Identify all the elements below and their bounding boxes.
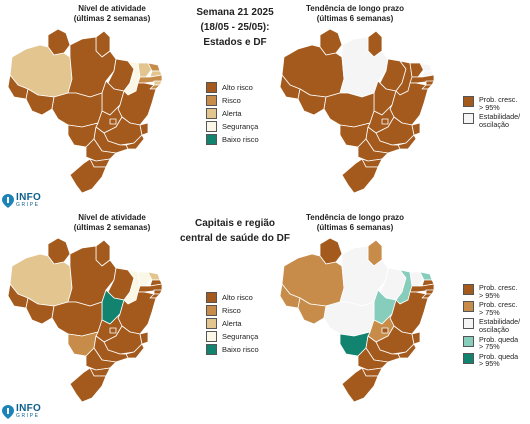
state-df xyxy=(381,327,389,334)
bottom-trend-map xyxy=(279,237,435,403)
state-pa xyxy=(339,36,389,98)
legend-item: Risco xyxy=(206,304,259,317)
state-al xyxy=(425,80,435,86)
state-es xyxy=(411,122,421,136)
state-pa xyxy=(67,36,117,98)
state-al xyxy=(153,80,163,86)
state-ro xyxy=(297,88,327,116)
state-df xyxy=(109,118,117,125)
state-mt xyxy=(51,92,103,128)
state-mt xyxy=(323,301,375,337)
legend-swatch xyxy=(206,331,217,342)
bottom-activity-map xyxy=(7,237,163,403)
top-trend-legend: Prob. cresc. > 95% Estabilidade/oscilação xyxy=(463,96,520,130)
state-ce xyxy=(409,62,425,78)
legend-swatch xyxy=(463,352,474,364)
legend-item: Prob. cresc. > 95% xyxy=(463,96,520,111)
legend-swatch xyxy=(463,301,474,313)
state-es xyxy=(411,331,421,345)
state-ce xyxy=(409,271,425,287)
legend-item: Alto risco xyxy=(206,291,259,304)
legend-swatch xyxy=(206,134,217,145)
state-mt xyxy=(323,92,375,128)
state-es xyxy=(139,331,149,345)
legend-item: Baixo risco xyxy=(206,343,259,356)
state-al xyxy=(425,289,435,295)
legend-item: Prob. queda > 95% xyxy=(463,353,520,368)
legend-item: Risco xyxy=(206,94,259,107)
location-pin-icon xyxy=(2,404,14,419)
legend-item: Alerta xyxy=(206,107,259,120)
legend-swatch xyxy=(463,284,474,295)
state-mt xyxy=(51,301,103,337)
legend-item: Prob. cresc. > 75% xyxy=(463,301,520,316)
legend-item: Segurança xyxy=(206,330,259,343)
legend-swatch xyxy=(206,121,217,132)
legend-swatch xyxy=(463,113,474,125)
state-rs xyxy=(341,158,379,194)
state-ro xyxy=(297,297,327,325)
legend-swatch xyxy=(206,305,217,316)
state-df xyxy=(381,118,389,125)
state-al xyxy=(153,289,163,295)
legend-swatch xyxy=(463,96,474,107)
state-rs xyxy=(341,367,379,403)
legend-swatch xyxy=(463,335,474,347)
state-ro xyxy=(25,88,55,116)
legend-item: Baixo risco xyxy=(206,133,259,146)
top-section-title: Semana 21 2025 (18/05 - 25/05): Estados … xyxy=(196,7,274,48)
state-df xyxy=(109,327,117,334)
infogripe-logo: INFO GRIPE xyxy=(2,193,41,208)
legend-item: Alto risco xyxy=(206,81,259,94)
bottom-trend-map-title: Tendência de longo prazo (últimas 6 sema… xyxy=(305,213,405,232)
bottom-activity-legend: Alto risco Risco Alerta Segurança Baixo … xyxy=(206,291,259,356)
legend-swatch xyxy=(206,292,217,303)
top-activity-map xyxy=(7,28,163,194)
state-pa xyxy=(339,245,389,307)
location-pin-icon xyxy=(2,193,14,208)
state-ce xyxy=(137,271,153,287)
legend-item: Estabilidade/oscilação xyxy=(463,113,520,128)
state-pr xyxy=(357,347,389,371)
top-activity-map-title: Nível de atividade (últimas 2 semanas) xyxy=(73,4,151,23)
state-rs xyxy=(69,158,107,194)
legend-item: Segurança xyxy=(206,120,259,133)
legend-swatch xyxy=(463,318,474,330)
state-rs xyxy=(69,367,107,403)
legend-swatch xyxy=(206,108,217,119)
top-activity-legend: Alto risco Risco Alerta Segurança Baixo … xyxy=(206,81,259,146)
bottom-section-title: Capitais e região central de saúde do DF xyxy=(179,218,291,244)
legend-swatch xyxy=(206,318,217,329)
legend-item: Estabilidade/oscilação xyxy=(463,318,520,333)
state-ro xyxy=(25,297,55,325)
state-pa xyxy=(67,245,117,307)
state-pr xyxy=(357,138,389,162)
top-trend-map-title: Tendência de longo prazo (últimas 6 sema… xyxy=(305,4,405,23)
infogripe-logo: INFO GRIPE xyxy=(2,404,41,419)
state-pr xyxy=(85,138,117,162)
state-ce xyxy=(137,62,153,78)
state-es xyxy=(139,122,149,136)
state-pr xyxy=(85,347,117,371)
legend-swatch xyxy=(206,82,217,93)
top-trend-map xyxy=(279,28,435,194)
legend-item: Prob. queda > 75% xyxy=(463,335,520,351)
legend-item: Prob. cresc. > 95% xyxy=(463,284,520,299)
bottom-trend-legend: Prob. cresc. > 95% Prob. cresc. > 75% Esta… xyxy=(463,284,520,370)
legend-swatch xyxy=(206,344,217,355)
legend-swatch xyxy=(206,95,217,106)
bottom-activity-map-title: Nível de atividade (últimas 2 semanas) xyxy=(73,213,151,232)
legend-item: Alerta xyxy=(206,317,259,330)
